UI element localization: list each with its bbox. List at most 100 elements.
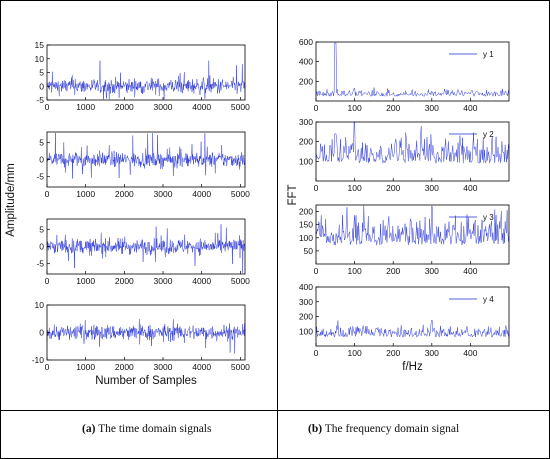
- axes-box-time-1: [46, 44, 246, 101]
- caption-right-label: (b): [308, 423, 323, 435]
- y-tick-label: -5: [36, 95, 44, 105]
- caption-time-domain: (a) The time domain signals: [82, 423, 211, 435]
- y-axis-label-time-2: Amplitude/mm: [5, 163, 17, 237]
- y-tick-label: -5: [36, 172, 44, 182]
- x-tick-label: 4000: [192, 362, 211, 372]
- x-tick-label: 200: [386, 348, 400, 358]
- y-tick-label: 600: [299, 37, 313, 47]
- x-tick-label: 300: [425, 348, 439, 358]
- x-tick-label: 200: [386, 183, 400, 193]
- y-tick-label: 50: [304, 246, 314, 256]
- signal-trace-freq-1: [315, 42, 510, 98]
- y-tick-label: 200: [299, 76, 313, 86]
- caption-left-text: The time domain signals: [95, 423, 212, 435]
- x-tick-label: 400: [463, 183, 477, 193]
- x-tick-label: 3000: [154, 102, 173, 112]
- x-tick-label: 2000: [115, 189, 134, 199]
- x-tick-label: 5000: [231, 276, 250, 286]
- y-tick-label: 400: [299, 282, 313, 292]
- legend-label-freq-1: y 1: [483, 50, 494, 59]
- y-tick-label: 0: [39, 81, 44, 91]
- x-tick-label: 300: [425, 103, 439, 113]
- x-tick-label: 200: [386, 266, 400, 276]
- y-tick-label: -10: [32, 355, 45, 365]
- axes-box-freq-3: [315, 204, 510, 265]
- y-tick-label: 200: [299, 207, 313, 217]
- x-tick-label: 400: [463, 103, 477, 113]
- axes-box-time-3: [46, 218, 246, 275]
- y-tick-label: 5: [39, 137, 44, 147]
- axes-box-freq-4: [315, 286, 510, 347]
- y-tick-label: 300: [299, 297, 313, 307]
- x-tick-label: 5000: [231, 102, 250, 112]
- y-tick-label: 100: [299, 233, 313, 243]
- x-tick-label: 1000: [76, 102, 95, 112]
- y-tick-label: 10: [35, 300, 45, 310]
- axes-box-freq-1: [315, 41, 510, 102]
- x-tick-label: 0: [45, 102, 50, 112]
- x-tick-label: 1000: [76, 189, 95, 199]
- signal-trace-freq-2: [315, 121, 510, 164]
- x-tick-label: 300: [425, 183, 439, 193]
- x-tick-label: 0: [314, 183, 319, 193]
- x-tick-label: 0: [314, 103, 319, 113]
- x-tick-label: 0: [45, 276, 50, 286]
- x-tick-label: 100: [348, 348, 362, 358]
- x-tick-label: 400: [463, 266, 477, 276]
- y-tick-label: 15: [35, 40, 45, 50]
- caption-left-label: (a): [82, 423, 96, 435]
- y-tick-label: 5: [39, 224, 44, 234]
- y-tick-label: 10: [35, 54, 45, 64]
- y-tick-label: 100: [299, 156, 313, 166]
- signal-trace-time-4: [46, 319, 246, 354]
- y-tick-label: 150: [299, 220, 313, 230]
- caption-frequency-domain: (b) The frequency domain signal: [308, 423, 459, 435]
- signal-trace-freq-4: [315, 319, 510, 338]
- x-tick-label: 0: [45, 362, 50, 372]
- x-tick-label: 400: [463, 348, 477, 358]
- x-tick-label: 100: [348, 103, 362, 113]
- y-tick-label: 300: [299, 117, 313, 127]
- legend-label-freq-2: y 2: [483, 130, 494, 139]
- y-tick-label: -5: [36, 259, 44, 269]
- x-tick-label: 200: [386, 103, 400, 113]
- x-axis-label-time-4: Number of Samples: [95, 375, 197, 387]
- x-tick-label: 1000: [76, 362, 95, 372]
- y-tick-label: 5: [39, 68, 44, 78]
- x-tick-label: 300: [425, 266, 439, 276]
- y-tick-label: 200: [299, 312, 313, 322]
- y-tick-label: 400: [299, 57, 313, 67]
- x-tick-label: 2000: [115, 362, 134, 372]
- x-tick-label: 5000: [231, 189, 250, 199]
- x-tick-label: 4000: [192, 189, 211, 199]
- x-tick-label: 3000: [154, 276, 173, 286]
- x-tick-label: 0: [45, 189, 50, 199]
- y-tick-label: 0: [39, 328, 44, 338]
- signal-trace-time-2: [46, 132, 246, 179]
- x-tick-label: 0: [314, 348, 319, 358]
- y-tick-label: 200: [299, 137, 313, 147]
- x-tick-label: 4000: [192, 102, 211, 112]
- y-tick-label: 0: [39, 242, 44, 252]
- signal-trace-time-3: [46, 224, 246, 274]
- x-axis-label-freq-4: f/Hz: [402, 361, 423, 373]
- signal-trace-freq-3: [315, 205, 510, 246]
- legend-label-freq-3: y 3: [483, 213, 494, 222]
- x-tick-label: 2000: [115, 276, 134, 286]
- x-tick-label: 0: [314, 266, 319, 276]
- signal-trace-time-1: [46, 60, 246, 100]
- legend-label-freq-4: y 4: [483, 295, 494, 304]
- x-tick-label: 100: [348, 183, 362, 193]
- y-tick-label: 100: [299, 326, 313, 336]
- x-tick-label: 3000: [154, 189, 173, 199]
- caption-right-text: The frequency domain signal: [322, 423, 460, 435]
- x-tick-label: 100: [348, 266, 362, 276]
- x-tick-label: 1000: [76, 276, 95, 286]
- axes-box-freq-2: [315, 121, 510, 182]
- x-tick-label: 2000: [115, 102, 134, 112]
- y-axis-label-freq-2: FFT: [287, 184, 299, 205]
- x-tick-label: 3000: [154, 362, 173, 372]
